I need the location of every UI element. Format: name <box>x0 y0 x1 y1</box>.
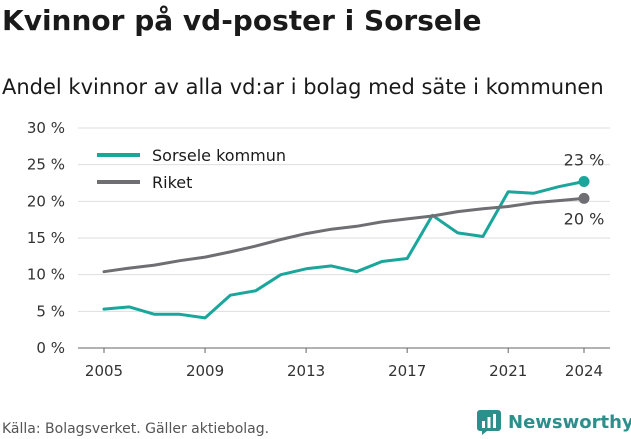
series-end-point-riket <box>578 192 590 204</box>
y-tick-label: 0 % <box>36 339 65 357</box>
series-line-riket <box>102 196 586 274</box>
end-value-label-sorsele-kommun: 23 % <box>564 151 605 170</box>
y-tick-label: 15 % <box>27 229 65 247</box>
legend: Sorsele kommun Riket <box>97 146 286 192</box>
end-value-label-riket: 20 % <box>564 209 605 228</box>
x-tick-label: 2017 <box>388 362 426 380</box>
y-axis: 0 % 5 % 10 % 15 % 20 % 25 % 30 % <box>27 119 65 357</box>
y-tick-label: 5 % <box>36 302 65 320</box>
source-note: Källa: Bolagsverket. Gäller aktiebolag. <box>2 421 270 437</box>
y-tick-label: 25 % <box>27 156 65 174</box>
series-line-sorsele-kommun <box>102 180 586 320</box>
y-tick-label: 20 % <box>27 192 65 210</box>
chart-title: Kvinnor på vd-poster i Sorsele <box>2 4 482 37</box>
x-tick-label: 2005 <box>85 362 123 380</box>
x-tick-label: 2009 <box>186 362 224 380</box>
chart-subtitle: Andel kvinnor av alla vd:ar i bolag med … <box>2 75 604 99</box>
legend-label-riket: Riket <box>152 173 192 192</box>
brand-logo: Newsworthy <box>476 409 631 435</box>
gridlines <box>78 127 610 349</box>
newsworthy-logo-icon <box>477 410 501 435</box>
legend-label-sorsele-kommun: Sorsele kommun <box>152 146 286 165</box>
y-tick-label: 30 % <box>27 119 65 137</box>
x-axis: 2005 2009 2013 2017 2021 2024 <box>85 348 603 380</box>
x-tick-label: 2024 <box>565 362 603 380</box>
x-tick-label: 2013 <box>287 362 325 380</box>
y-tick-label: 10 % <box>27 266 65 284</box>
series-end-point-sorsele-kommun <box>578 176 590 188</box>
brand-name: Newsworthy <box>508 411 631 433</box>
x-tick-label: 2021 <box>489 362 527 380</box>
series-lines: 23 % 20 % <box>102 151 605 320</box>
